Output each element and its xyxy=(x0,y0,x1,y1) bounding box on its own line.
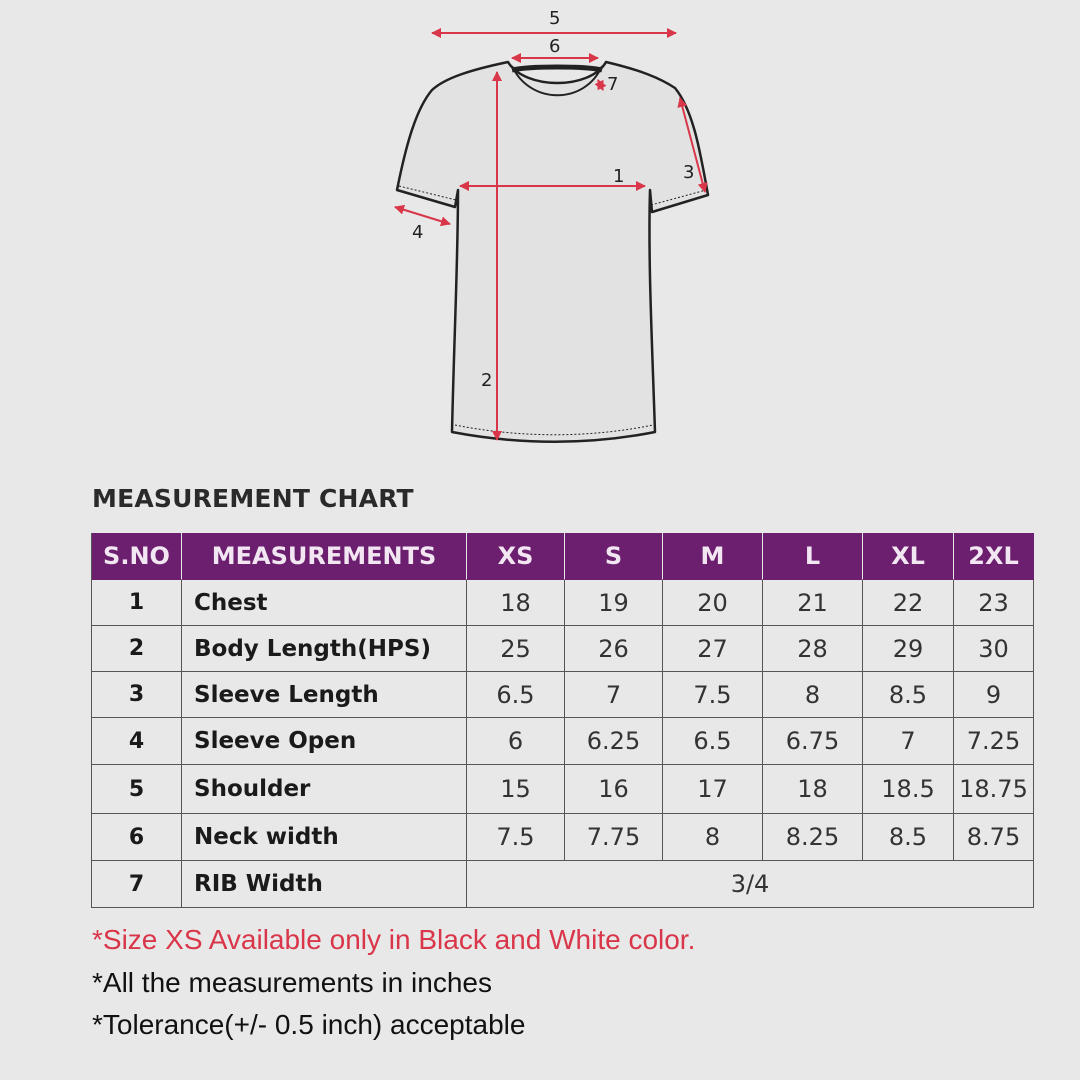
header-cell: XL xyxy=(863,533,954,580)
value-cell: 6.5 xyxy=(467,672,565,718)
value-cell: 9 xyxy=(954,672,1034,718)
chart-title: MEASUREMENT CHART xyxy=(92,484,414,513)
value-cell: 21 xyxy=(763,580,863,626)
measurement-name: Shoulder xyxy=(182,765,467,814)
label-6: 6 xyxy=(549,36,560,57)
value-cell: 25 xyxy=(467,626,565,672)
header-cell: XS xyxy=(467,533,565,580)
value-cell: 26 xyxy=(565,626,663,672)
value-cell: 6.25 xyxy=(565,718,663,765)
header-cell: S.NO xyxy=(92,533,182,580)
value-cell: 7 xyxy=(565,672,663,718)
value-cell: 18 xyxy=(467,580,565,626)
row-number: 2 xyxy=(92,626,182,672)
label-5: 5 xyxy=(549,8,560,29)
header-cell: MEASUREMENTS xyxy=(182,533,467,580)
value-cell: 6 xyxy=(467,718,565,765)
value-cell: 22 xyxy=(863,580,954,626)
note: *Size XS Available only in Black and Whi… xyxy=(92,924,696,955)
header-cell: M xyxy=(663,533,763,580)
note: *All the measurements in inches xyxy=(92,967,492,998)
value-cell: 29 xyxy=(863,626,954,672)
row-number: 4 xyxy=(92,718,182,765)
note: *Tolerance(+/- 0.5 inch) acceptable xyxy=(92,1009,526,1040)
measurement-name: Sleeve Open xyxy=(182,718,467,765)
header-cell: 2XL xyxy=(954,533,1034,580)
value-cell: 19 xyxy=(565,580,663,626)
measurement-name: Sleeve Length xyxy=(182,672,467,718)
label-3: 3 xyxy=(683,162,694,183)
value-cell: 28 xyxy=(763,626,863,672)
tshirt-diagram: 1 2 3 4 5 6 7 xyxy=(394,8,710,443)
measurement-table: S.NO MEASUREMENTS XS S M L XL 2XL 1 Chest 18 19 20 21… xyxy=(91,533,1034,908)
row-number: 3 xyxy=(92,672,182,718)
header-cell: L xyxy=(763,533,863,580)
value-cell: 16 xyxy=(565,765,663,814)
value-cell: 6.75 xyxy=(763,718,863,765)
value-cell: 8.25 xyxy=(763,814,863,861)
measurement-name: Neck width xyxy=(182,814,467,861)
value-cell: 8.5 xyxy=(863,814,954,861)
measurement-name: Chest xyxy=(182,580,467,626)
value-cell: 17 xyxy=(663,765,763,814)
value-cell: 6.5 xyxy=(663,718,763,765)
measurement-name: RIB Width xyxy=(182,861,467,908)
label-1: 1 xyxy=(613,166,624,187)
value-cell: 23 xyxy=(954,580,1034,626)
value-cell: 18.5 xyxy=(863,765,954,814)
row-number: 6 xyxy=(92,814,182,861)
value-cell: 27 xyxy=(663,626,763,672)
value-cell: 7.5 xyxy=(663,672,763,718)
value-cell: 8.5 xyxy=(863,672,954,718)
label-7: 7 xyxy=(607,74,618,95)
value-cell: 7 xyxy=(863,718,954,765)
merged-value: 3/4 xyxy=(467,861,1034,908)
label-4: 4 xyxy=(412,222,423,243)
value-cell: 8 xyxy=(663,814,763,861)
row-number: 1 xyxy=(92,580,182,626)
header-cell: S xyxy=(565,533,663,580)
row-number: 5 xyxy=(92,765,182,814)
tshirt-outline xyxy=(395,60,710,443)
value-cell: 18 xyxy=(763,765,863,814)
value-cell: 8.75 xyxy=(954,814,1034,861)
value-cell: 7.25 xyxy=(954,718,1034,765)
row-number: 7 xyxy=(92,861,182,908)
value-cell: 8 xyxy=(763,672,863,718)
value-cell: 30 xyxy=(954,626,1034,672)
value-cell: 18.75 xyxy=(954,765,1034,814)
value-cell: 20 xyxy=(663,580,763,626)
value-cell: 15 xyxy=(467,765,565,814)
value-cell: 7.75 xyxy=(565,814,663,861)
value-cell: 7.5 xyxy=(467,814,565,861)
measurement-name: Body Length(HPS) xyxy=(182,626,467,672)
label-2: 2 xyxy=(481,370,492,391)
